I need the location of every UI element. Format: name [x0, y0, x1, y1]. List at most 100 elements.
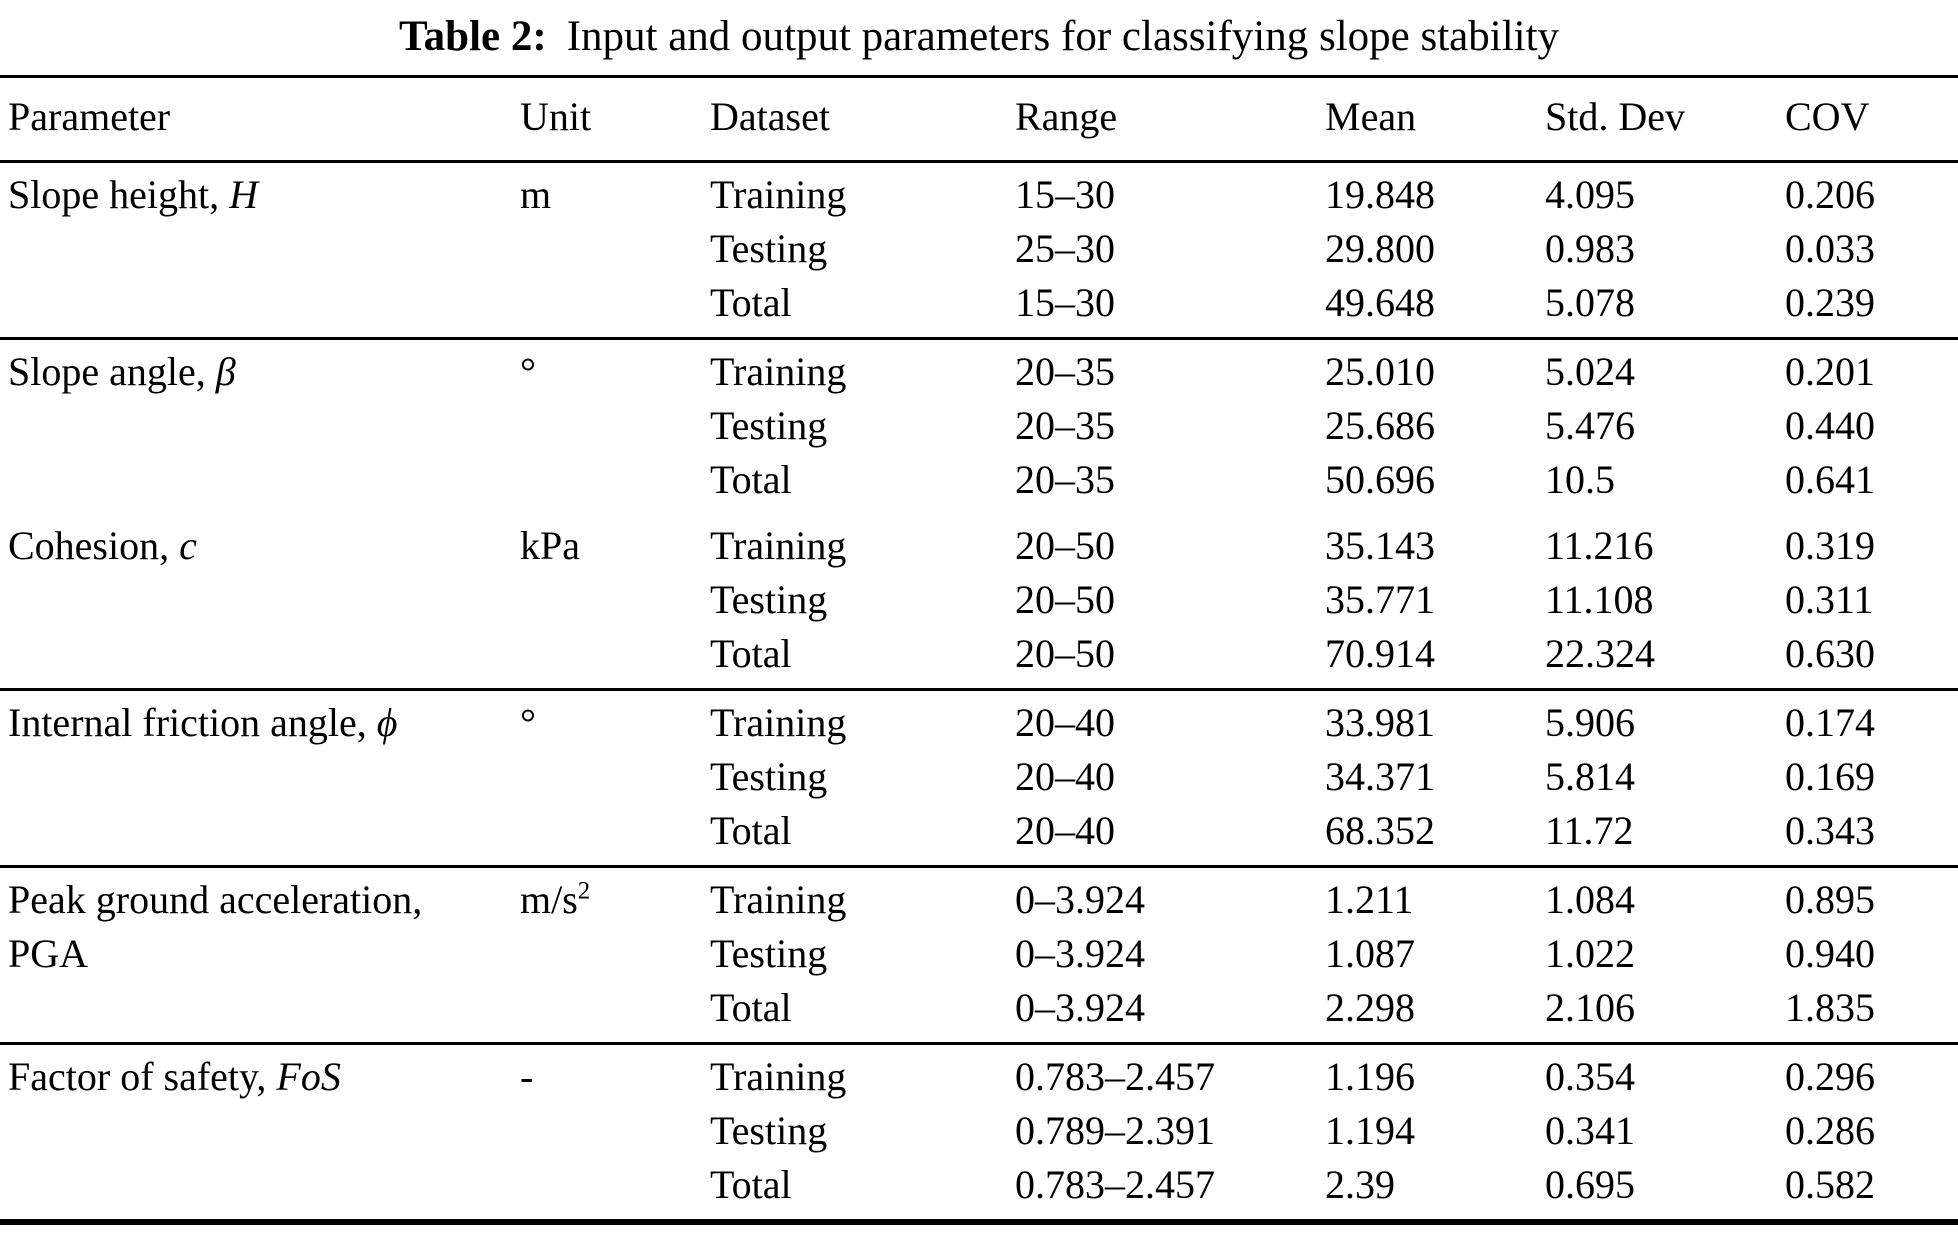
table-caption-number: Table 2:: [398, 13, 547, 60]
range-cell: 20–40: [1015, 754, 1115, 799]
std-dev-cell: 0.341: [1545, 1108, 1635, 1153]
std-dev-cell: 0.983: [1545, 226, 1635, 271]
param-symbol: FoS: [276, 1054, 341, 1099]
std-dev-cell: 11.72: [1545, 808, 1634, 853]
parameters-table: Parameter Unit Dataset Range Mean Std. D…: [0, 75, 1958, 1225]
std-dev-cell: 0.354: [1545, 1042, 1785, 1104]
param-label: Factor of safety,: [8, 1054, 267, 1099]
header-unit: Unit: [520, 76, 710, 163]
std-dev-cell: 5.906: [1545, 688, 1785, 750]
table-row: Internal friction angle, ϕ ° Training 20…: [0, 688, 1958, 867]
dataset-cell: Total: [710, 1162, 792, 1207]
dataset-cell: Training: [710, 1042, 1015, 1104]
dataset-cell: Training: [710, 688, 1015, 750]
range-cell: 0.783–2.457: [1015, 1162, 1215, 1207]
cov-cell: 0.174: [1785, 688, 1958, 750]
table-header: Parameter Unit Dataset Range Mean Std. D…: [0, 76, 1958, 163]
header-mean: Mean: [1325, 76, 1545, 163]
table-row: Total 20–50 70.914 22.324 0.630: [0, 627, 1958, 690]
range-cell: 0–3.924: [1015, 931, 1145, 976]
mean-cell: 25.686: [1325, 403, 1435, 448]
cov-cell: 0.641: [1785, 457, 1875, 502]
param-cell: Internal friction angle, ϕ: [0, 688, 520, 867]
std-dev-cell: 0.695: [1545, 1162, 1635, 1207]
header-row: Parameter Unit Dataset Range Mean Std. D…: [0, 76, 1958, 163]
range-cell: 20–35: [1015, 403, 1115, 448]
mean-cell: 70.914: [1325, 631, 1435, 676]
table-row: Testing 0.789–2.391 1.194 0.341 0.286: [0, 1104, 1958, 1158]
dataset-cell: Total: [710, 280, 792, 325]
mean-cell: 49.648: [1325, 280, 1435, 325]
unit-cell: °: [520, 337, 710, 514]
unit-cell: kPa: [520, 523, 580, 568]
mean-cell: 1.087: [1325, 931, 1415, 976]
header-std-dev: Std. Dev: [1545, 76, 1785, 163]
dataset-cell: Testing: [710, 226, 828, 271]
table-row: Total 0.783–2.457 2.39 0.695 0.582: [0, 1158, 1958, 1222]
dataset-cell: Testing: [710, 1108, 828, 1153]
cov-cell: 0.206: [1785, 172, 1875, 217]
param-symbol: β: [215, 349, 236, 394]
param-label: Slope angle,: [8, 349, 206, 394]
param-symbol: ϕ: [376, 700, 398, 745]
dataset-cell: Total: [710, 457, 792, 502]
std-dev-cell: 11.108: [1545, 577, 1654, 622]
dataset-cell: Total: [710, 808, 792, 853]
std-dev-cell: 2.106: [1545, 985, 1635, 1030]
dataset-cell: Training: [710, 865, 1015, 927]
table-row: Testing 20–40 34.371 5.814 0.169: [0, 750, 1958, 804]
range-cell: 20–40: [1015, 808, 1115, 853]
mean-cell: 1.211: [1325, 865, 1545, 927]
param-symbol: H: [229, 172, 258, 217]
table-row: Cohesion, c kPa Training 20–50 35.143 11…: [0, 514, 1958, 573]
table-row: Total 20–35 50.696 10.5 0.641: [0, 453, 1958, 514]
dataset-cell: Training: [710, 172, 847, 217]
header-range: Range: [1015, 76, 1325, 163]
range-cell: 0–3.924: [1015, 985, 1145, 1030]
std-dev-cell: 10.5: [1545, 457, 1615, 502]
table-row: Testing 20–35 25.686 5.476 0.440: [0, 399, 1958, 453]
std-dev-cell: 5.078: [1545, 280, 1635, 325]
table-row: Slope height, H m Training 15–30 19.848 …: [0, 162, 1958, 223]
std-dev-cell: 1.084: [1545, 865, 1785, 927]
cov-cell: 0.033: [1785, 226, 1875, 271]
mean-cell: 68.352: [1325, 808, 1435, 853]
param-label: Peak ground acceleration, PGA: [8, 877, 423, 976]
header-cov: COV: [1785, 76, 1958, 163]
range-cell: 20–50: [1015, 577, 1115, 622]
table-row: Total 20–40 68.352 11.72 0.343: [0, 804, 1958, 867]
std-dev-cell: 5.814: [1545, 754, 1635, 799]
mean-cell: 33.981: [1325, 688, 1545, 750]
cov-cell: 0.239: [1785, 280, 1875, 325]
mean-cell: 50.696: [1325, 457, 1435, 502]
std-dev-cell: 1.022: [1545, 931, 1635, 976]
dataset-cell: Testing: [710, 931, 828, 976]
unit-superscript: 2: [577, 877, 591, 905]
header-dataset: Dataset: [710, 76, 1015, 163]
param-cell: Cohesion, c: [0, 514, 520, 690]
range-cell: 20–35: [1015, 337, 1325, 399]
table-caption-text: Input and output parameters for classify…: [566, 13, 1560, 60]
mean-cell: 25.010: [1325, 337, 1545, 399]
param-cell: Slope angle, β: [0, 337, 520, 514]
mean-cell: 34.371: [1325, 754, 1435, 799]
table-row: Slope angle, β ° Training 20–35 25.010 5…: [0, 337, 1958, 514]
table-row: Testing 25–30 29.800 0.983 0.033: [0, 222, 1958, 276]
dataset-cell: Testing: [710, 754, 828, 799]
table-row: Testing 0–3.924 1.087 1.022 0.940: [0, 927, 1958, 981]
range-cell: 15–30: [1015, 280, 1115, 325]
std-dev-cell: 5.476: [1545, 403, 1635, 448]
param-cell: Peak ground acceleration, PGA: [0, 865, 520, 1044]
cov-cell: 0.286: [1785, 1108, 1875, 1153]
cov-cell: 0.895: [1785, 865, 1958, 927]
range-cell: 0.783–2.457: [1015, 1042, 1325, 1104]
range-cell: 20–35: [1015, 457, 1115, 502]
range-cell: 20–50: [1015, 523, 1115, 568]
range-cell: 20–50: [1015, 631, 1115, 676]
cov-cell: 1.835: [1785, 985, 1875, 1030]
cov-cell: 0.343: [1785, 808, 1875, 853]
param-label: Cohesion,: [8, 523, 170, 568]
unit-cell: -: [520, 1042, 710, 1222]
mean-cell: 2.39: [1325, 1162, 1395, 1207]
table-body: Slope height, H m Training 15–30 19.848 …: [0, 162, 1958, 1222]
